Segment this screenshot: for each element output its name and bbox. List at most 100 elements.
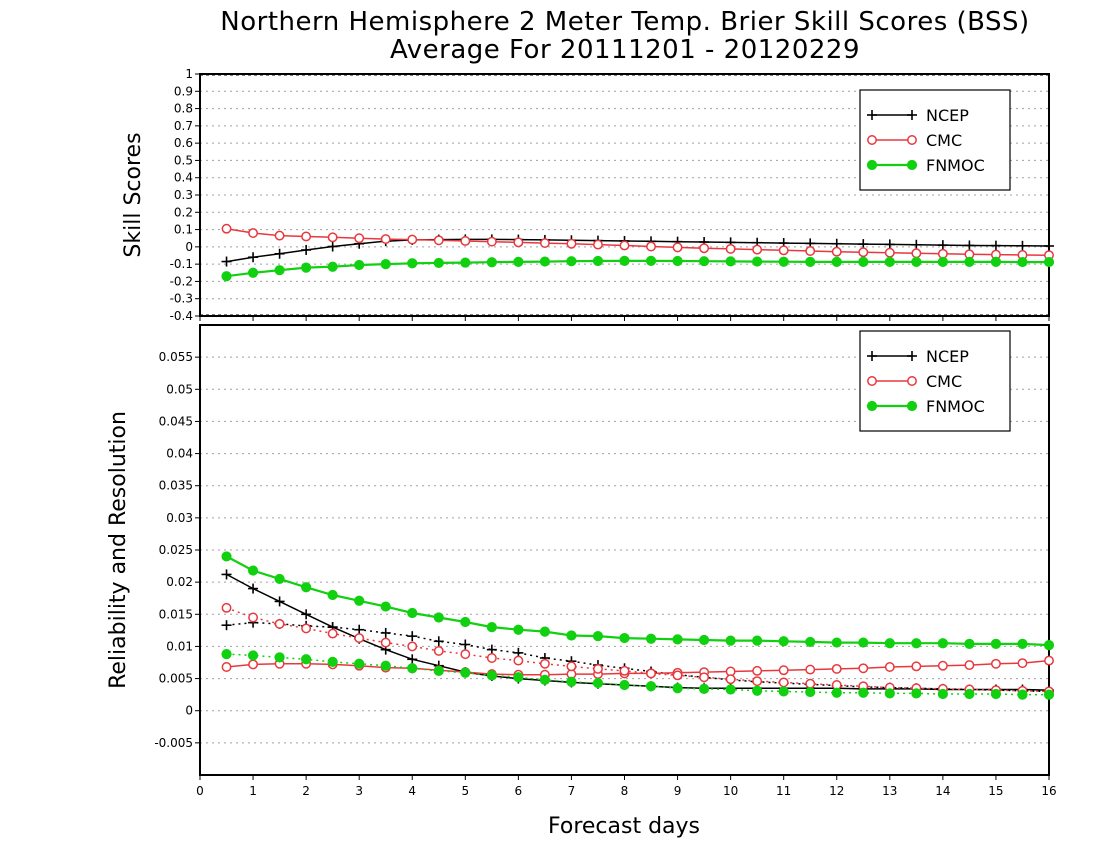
x-tick-label: 6: [515, 784, 523, 798]
data-point-fnmoc: [380, 601, 391, 612]
legend-label-ncep: NCEP: [926, 106, 969, 125]
legend: NCEP CMC FNMOC: [859, 330, 1011, 432]
data-point-cmc: [831, 663, 842, 674]
x-axis-title: Forecast days: [548, 814, 700, 839]
data-point-cmc: [752, 665, 763, 676]
data-point-ncep: [911, 239, 922, 250]
x-tick-label: 9: [674, 784, 682, 798]
x-tick-label: 14: [935, 784, 950, 798]
x-tick-label: 4: [408, 784, 416, 798]
data-point-cmc: [831, 246, 842, 257]
data-point-cmc: [964, 660, 975, 671]
skill-scores-panel: -0.4 -0.3 -0.2 -0.1 0 0.1 0.2 0.3 0.4 0.5 0.6 0.7 0.…: [121, 67, 1055, 323]
data-point-cmc: [990, 658, 1001, 669]
data-point-cmc: [380, 234, 391, 245]
data-point-cmc: [486, 236, 497, 247]
x-tick-label: 0: [196, 784, 204, 798]
data-point-fnmoc: [619, 255, 630, 266]
data-point-fnmoc: [937, 638, 948, 649]
data-point-fnmoc-dotted: [911, 688, 922, 699]
y-tick-label: 0.2: [174, 205, 193, 219]
y-tick-label: -0.3: [170, 292, 193, 306]
data-point-fnmoc: [645, 255, 657, 266]
data-point-fnmoc-dotted: [327, 656, 338, 667]
data-point-fnmoc: [858, 256, 869, 267]
data-point-fnmoc: [592, 631, 604, 642]
data-point-cmc: [858, 663, 869, 674]
y-axis-title: Skill Scores: [121, 132, 146, 257]
data-point-fnmoc-dotted: [725, 684, 736, 695]
data-point-fnmoc: [407, 258, 418, 269]
data-point-fnmoc: [566, 630, 577, 641]
data-point-ncep: [327, 241, 338, 252]
data-point-cmc: [221, 223, 232, 234]
legend-label-fnmoc: FNMOC: [926, 397, 985, 416]
legend-marker-cmc: [867, 376, 877, 386]
data-point-fnmoc: [513, 624, 524, 635]
y-tick-label: 0.9: [174, 84, 193, 98]
data-point-fnmoc-dotted: [247, 650, 259, 661]
data-point-cmc: [593, 239, 603, 250]
data-point-fnmoc-dotted: [884, 688, 895, 699]
data-point-fnmoc: [247, 267, 259, 278]
data-point-fnmoc-dotted: [460, 667, 471, 678]
data-point-cmc: [858, 247, 869, 258]
data-point-ncep: [248, 252, 259, 263]
data-point-cmc-dotted: [805, 678, 816, 689]
series-line-ncep-dotted: [226, 621, 1050, 693]
data-point-fnmoc: [486, 622, 497, 633]
data-point-cmc: [301, 231, 312, 242]
data-point-ncep: [407, 654, 418, 665]
data-point-fnmoc-dotted: [858, 687, 869, 698]
data-point-cmc: [513, 237, 524, 248]
data-point-fnmoc: [698, 256, 710, 267]
data-point-cmc: [752, 244, 763, 255]
data-point-fnmoc: [433, 612, 444, 623]
data-point-fnmoc: [274, 573, 285, 585]
data-point-cmc: [778, 665, 789, 676]
data-point-cmc: [699, 243, 710, 254]
data-point-ncep: [301, 244, 312, 255]
data-point-fnmoc: [884, 638, 895, 649]
data-point-fnmoc: [513, 256, 524, 267]
y-tick-label: 0.035: [159, 479, 193, 493]
data-point-ncep: [1017, 240, 1028, 251]
y-tick-label: -0.005: [154, 736, 193, 750]
x-tick-label: 13: [882, 784, 897, 798]
y-tick-label: 0.8: [174, 102, 193, 116]
data-point-cmc: [327, 232, 338, 243]
data-point-fnmoc: [460, 257, 471, 268]
data-point-fnmoc: [327, 589, 338, 601]
legend-marker-fnmoc: [906, 400, 918, 412]
legend-label-cmc: CMC: [926, 131, 962, 150]
data-point-cmc-dotted: [327, 628, 338, 639]
data-point-fnmoc-dotted: [274, 652, 285, 663]
data-point-fnmoc-dotted: [619, 679, 630, 691]
data-point-ncep-dotted: [486, 644, 497, 655]
reliability-resolution-panel: -0.005 0 0.005 0.01 0.015 0.02 0.025 0.03 0.035 0…: [106, 324, 1057, 798]
data-point-cmc-dotted: [301, 623, 312, 634]
y-tick-label: 0.025: [159, 543, 193, 557]
y-axis-title: Reliability and Resolution: [106, 411, 131, 689]
data-point-fnmoc: [619, 632, 630, 644]
data-point-cmc: [566, 238, 577, 249]
data-point-fnmoc: [407, 607, 418, 619]
data-point-cmc-dotted: [566, 661, 577, 672]
data-point-fnmoc: [221, 271, 232, 282]
y-tick-label: 0.3: [174, 188, 193, 202]
data-point-cmc-dotted: [619, 665, 630, 676]
data-point-fnmoc-dotted: [380, 660, 391, 671]
data-point-ncep-dotted: [407, 631, 418, 642]
data-point-fnmoc: [964, 638, 975, 649]
x-tick-label: 3: [355, 784, 363, 798]
data-point-fnmoc: [460, 616, 471, 628]
data-point-fnmoc: [672, 255, 683, 267]
data-point-fnmoc-dotted: [486, 670, 497, 681]
data-point-fnmoc: [433, 257, 444, 269]
y-tick-label: 0.5: [174, 153, 193, 167]
legend-marker-cmc: [907, 376, 917, 386]
data-point-fnmoc: [1043, 256, 1055, 268]
data-point-cmc-dotted: [752, 676, 763, 687]
data-point-fnmoc: [380, 259, 391, 270]
